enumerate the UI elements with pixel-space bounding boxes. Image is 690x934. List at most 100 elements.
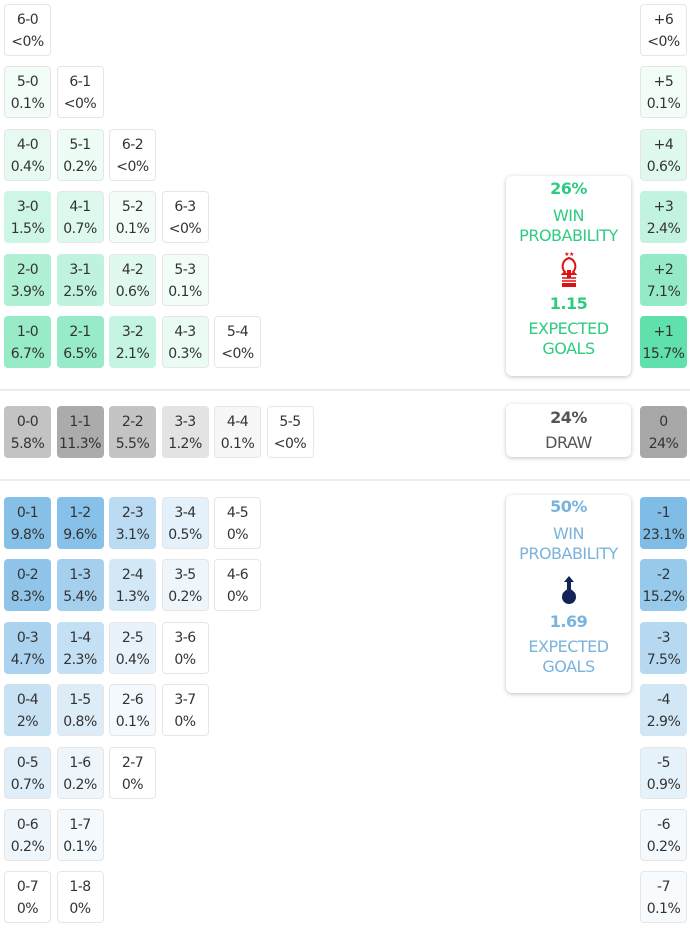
scoreline-cell: 1-1 11.3%: [56, 406, 104, 458]
scoreline-cell: 4-0 0.4%: [4, 128, 51, 181]
margin-cell-score: +3: [653, 199, 674, 216]
scoreline-cell: 3-0 1.5%: [4, 191, 51, 244]
scoreline-cell-pct: 0.1%: [63, 839, 97, 855]
scoreline-cell-score: 1-8: [69, 879, 91, 896]
scoreline-cell: 1-4 2.3%: [56, 621, 104, 674]
scoreline-cell-score: 5-0: [16, 74, 39, 91]
scoreline-cell: 2-2 5.5%: [109, 406, 156, 458]
scoreline-cell-score: 0-6: [16, 817, 39, 833]
margin-cell-score: -5: [657, 754, 670, 771]
scoreline-cell: 0-3 4.7%: [4, 621, 51, 674]
scoreline-cell-pct: 6.7%: [10, 346, 45, 362]
win-label: WIN: [552, 524, 585, 543]
margin-cell: +6 <0%: [640, 4, 687, 56]
scoreline-cell: 1-2 9.6%: [56, 497, 104, 549]
win-label: WIN: [552, 206, 585, 225]
svg-text:★★: ★★: [564, 251, 574, 258]
scoreline-cell-pct: 9.8%: [10, 527, 45, 543]
scoreline-cell-pct: 2.1%: [115, 346, 150, 362]
scoreline-cell-pct: 5.5%: [115, 436, 150, 452]
scoreline-cell: 5-4 <0%: [214, 316, 261, 368]
home-win-pct: 26%: [550, 179, 587, 198]
margin-cell-pct: 2.4%: [646, 221, 681, 238]
margin-cell-score: +6: [653, 12, 674, 28]
scoreline-cell-pct: 0.5%: [168, 527, 202, 543]
scoreline-cell-pct: 2.3%: [63, 651, 97, 668]
scoreline-cell-score: 0-4: [16, 692, 39, 709]
scoreline-cell-score: 0-3: [16, 629, 39, 646]
scoreline-cell-pct: <0%: [221, 346, 254, 362]
scoreline-cell-score: 3-5: [174, 567, 196, 584]
margin-cell-score: -2: [657, 567, 670, 584]
margin-cell: +5 0.1%: [640, 66, 687, 119]
scoreline-cell: 3-2 2.1%: [109, 316, 156, 368]
scoreline-cell-score: 6-2: [121, 136, 144, 153]
scoreline-cell-pct: 9.6%: [63, 527, 97, 543]
scoreline-cell-score: 0-5: [16, 754, 39, 771]
scoreline-cell: 3-3 1.2%: [161, 406, 209, 458]
scoreline-cell-pct: 0.1%: [115, 221, 150, 238]
scoreline-cell-score: 4-0: [16, 136, 39, 153]
tottenham-crest-icon: [554, 568, 584, 608]
margin-cell: -3 7.5%: [640, 621, 687, 674]
draw-summary-card: 24% DRAW: [506, 404, 631, 457]
scoreline-cell: 3-4 0.5%: [161, 497, 209, 549]
margin-cell-score: -1: [657, 505, 670, 521]
scoreline-cell-score: 3-1: [69, 261, 91, 278]
margin-cell: -5 0.9%: [640, 746, 687, 799]
scoreline-cell: 2-7 0%: [109, 746, 156, 799]
scoreline-cell-pct: 0%: [226, 589, 249, 606]
margin-cell-pct: 0.2%: [646, 839, 681, 855]
expected-label: EXPECTED: [528, 319, 609, 338]
scoreline-cell-pct: <0%: [11, 34, 44, 50]
margin-cell-pct: 7.1%: [646, 283, 681, 300]
scoreline-cell: 5-5 <0%: [266, 406, 314, 458]
scoreline-cell-pct: <0%: [168, 221, 202, 238]
scoreline-cell-pct: 2.5%: [63, 283, 97, 300]
scoreline-cell: 1-8 0%: [56, 871, 104, 924]
scoreline-cell: 1-6 0.2%: [56, 746, 104, 799]
scoreline-cell-pct: 0.2%: [10, 839, 45, 855]
scoreline-cell-score: 1-3: [69, 567, 91, 584]
scoreline-cell: 3-5 0.2%: [161, 559, 209, 612]
scoreline-cell-pct: 0%: [16, 901, 39, 918]
scoreline-cell-pct: 0.1%: [115, 714, 150, 731]
scoreline-cell-pct: 0.1%: [10, 96, 45, 113]
margin-cell-pct: 23.1%: [642, 527, 685, 543]
scoreline-cell-pct: 3.1%: [115, 527, 150, 543]
scoreline-cell: 5-3 0.1%: [161, 253, 209, 306]
scoreline-cell-pct: 0.2%: [63, 776, 97, 793]
scoreline-cell: 4-4 0.1%: [214, 406, 261, 458]
margin-cell-score: +4: [653, 136, 674, 153]
margin-cell: -1 23.1%: [640, 497, 687, 549]
scoreline-cell: 4-3 0.3%: [161, 316, 209, 368]
scoreline-cell-score: 3-2: [121, 324, 144, 340]
scoreline-cell-score: 1-4: [69, 629, 91, 646]
scoreline-cell-pct: <0%: [116, 158, 149, 175]
scoreline-cell-pct: 0.7%: [63, 221, 97, 238]
scoreline-cell-score: 2-4: [121, 567, 144, 584]
scoreline-cell: 6-1 <0%: [56, 66, 104, 119]
margin-cell: +1 15.7%: [640, 316, 687, 368]
scoreline-cell-score: 2-2: [121, 414, 144, 430]
margin-cell-pct: 15.7%: [642, 346, 685, 362]
scoreline-cell-score: 2-6: [121, 692, 144, 709]
scoreline-cell-score: 3-3: [174, 414, 196, 430]
scoreline-cell: 0-6 0.2%: [4, 809, 51, 861]
margin-cell-pct: 15.2%: [642, 589, 685, 606]
scoreline-cell-score: 6-3: [174, 199, 196, 216]
scoreline-cell-score: 1-5: [69, 692, 91, 709]
scoreline-cell-score: 5-5: [279, 414, 301, 430]
scoreline-cell: 3-6 0%: [161, 621, 209, 674]
scoreline-cell-pct: 0.3%: [168, 346, 202, 362]
margin-cell-pct: 2.9%: [646, 714, 681, 731]
scoreline-cell-score: 5-4: [226, 324, 249, 340]
margin-cell-pct: 0.1%: [646, 901, 681, 918]
scoreline-cell-score: 5-2: [121, 199, 144, 216]
margin-cell-score: -3: [657, 629, 670, 646]
scoreline-cell-score: 4-6: [226, 567, 249, 584]
scoreline-cell-score: 1-0: [16, 324, 39, 340]
scoreline-cell-pct: 0%: [174, 651, 196, 668]
scoreline-cell-score: 4-1: [69, 199, 91, 216]
scoreline-cell-pct: 0%: [174, 714, 196, 731]
